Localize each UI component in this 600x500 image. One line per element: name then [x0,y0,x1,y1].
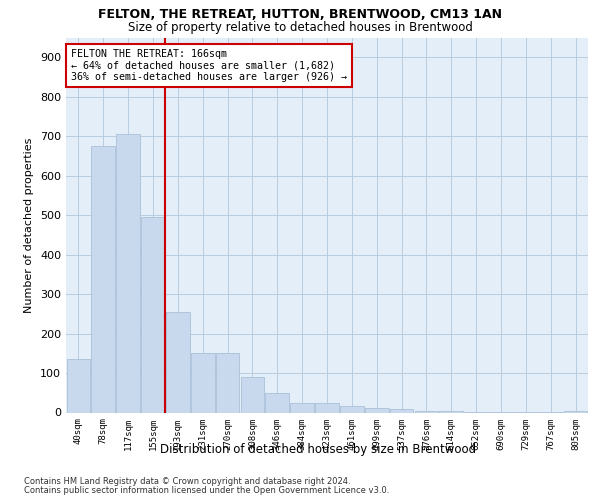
Bar [241,377,264,412]
Bar [365,408,389,412]
Text: FELTON, THE RETREAT, HUTTON, BRENTWOOD, CM13 1AN: FELTON, THE RETREAT, HUTTON, BRENTWOOD, … [98,8,502,20]
Bar [91,146,115,412]
Bar [340,406,364,412]
Text: FELTON THE RETREAT: 166sqm
← 64% of detached houses are smaller (1,682)
36% of s: FELTON THE RETREAT: 166sqm ← 64% of deta… [71,49,347,82]
Y-axis label: Number of detached properties: Number of detached properties [25,138,34,312]
Text: Size of property relative to detached houses in Brentwood: Size of property relative to detached ho… [128,21,472,34]
Bar [390,408,413,412]
Text: Contains public sector information licensed under the Open Government Licence v3: Contains public sector information licen… [24,486,389,495]
Text: Contains HM Land Registry data © Crown copyright and database right 2024.: Contains HM Land Registry data © Crown c… [24,478,350,486]
Bar [191,354,215,412]
Bar [216,354,239,412]
Bar [141,217,165,412]
Bar [415,410,438,412]
Bar [265,393,289,412]
Bar [290,402,314,412]
Bar [67,359,90,412]
Bar [166,312,190,412]
Bar [116,134,140,412]
Text: Distribution of detached houses by size in Brentwood: Distribution of detached houses by size … [160,442,476,456]
Bar [315,404,339,412]
